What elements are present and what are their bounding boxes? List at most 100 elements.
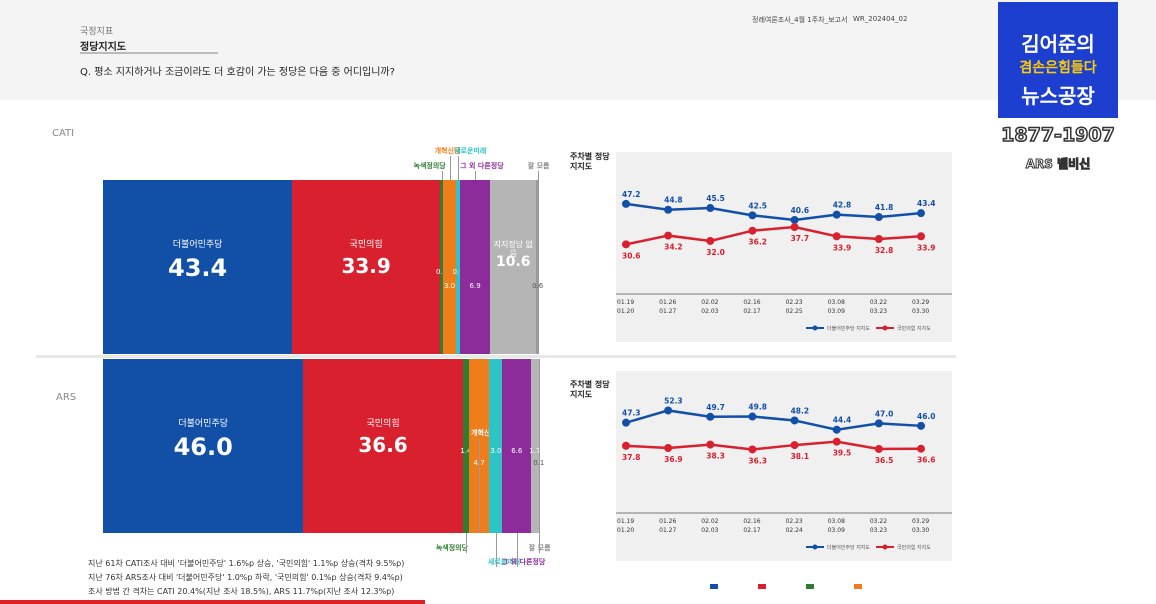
data-label-0: 47.3 [622,409,641,418]
data-label-0: 49.8 [748,403,767,412]
legend-swatch-green [806,584,814,589]
segment-value-minjoo: 46.0 [173,433,233,461]
segment-name-ppp: 국민의힘 [349,240,383,250]
segment-value-ppp: 36.6 [358,433,408,457]
series-point-0 [706,412,715,421]
bar-segment-dk [536,180,539,354]
segment-value-reform: 4.7 [469,459,489,467]
segment-name-minjoo: 더불어민주당 [178,419,229,429]
data-label-1: 32.8 [875,246,894,255]
series-point-0 [748,211,757,220]
data-label-0: 40.6 [791,206,810,215]
x-tick-label: 01.19 [617,518,634,525]
x-tick-label: 01.20 [617,308,634,315]
segment-name-ppp: 국민의힘 [366,419,400,429]
video-progress-bar [0,600,425,604]
series-point-1 [790,223,799,232]
bar-segment-reform [468,359,490,533]
series-point-1 [706,236,715,245]
segment-callout-other: 그 외 다른정당 [501,558,546,566]
x-tick-label: 02.23 [786,299,803,306]
series-line-0 [625,409,922,431]
method-label-ars: ARS [56,392,77,403]
x-tick-label: 03.22 [870,518,887,525]
method-label-cati: CATI [52,128,75,139]
data-label-0: 44.4 [833,416,852,425]
segment-value-minjoo: 43.4 [168,254,228,282]
segment-callout-green: 녹색정의당 [435,544,469,552]
x-tick-label: 03.09 [828,527,845,534]
x-tick-label: 03.23 [870,308,887,315]
series-point-0 [874,419,883,428]
data-label-1: 30.6 [622,251,641,260]
series-point-0 [622,199,630,208]
x-tick-label: 02.02 [701,299,718,306]
data-label-0: 48.2 [791,406,810,415]
data-label-0: 41.8 [875,203,894,212]
series-point-0 [622,418,630,427]
series-point-1 [790,441,799,450]
x-tick-label: 02.16 [743,518,760,525]
report-tag: 정례여론조사_4월 1주차_보고서 [752,16,848,24]
bar-segment-newfuture [456,180,461,354]
legend-marker-1 [882,325,888,331]
bar-segment-other [460,180,491,354]
callout-line-reform [449,156,451,180]
series-point-0 [874,213,883,222]
segment-value-reform: 3.0 [444,282,456,290]
legend-marker-0 [812,325,818,331]
segment-name-minjoo: 더불어민주당 [172,240,223,250]
data-label-1: 36.3 [748,456,767,465]
data-label-1: 38.3 [706,452,725,461]
x-tick-label: 03.08 [828,299,845,306]
callout-line-newfuture [458,156,460,180]
series-point-1 [917,444,925,453]
x-tick-label: 03.08 [828,518,845,525]
section-label: 국정지표 [80,27,114,37]
data-label-0: 46.0 [917,412,936,421]
series-point-1 [832,437,841,446]
bar-segment-newfuture [489,359,503,533]
data-label-0: 47.0 [875,409,894,418]
series-line-1 [625,440,922,451]
callout-line-other [475,171,477,180]
x-tick-label: 02.17 [743,527,760,534]
header-band [0,0,1156,100]
section-divider [36,355,956,358]
data-label-1: 36.6 [917,456,936,465]
x-tick-label: 03.23 [870,527,887,534]
legend-swatch-ppp [758,584,766,589]
data-label-0: 45.5 [706,194,725,203]
x-tick-label: 01.20 [617,527,634,534]
series-point-1 [622,441,630,450]
callout-line-newfuture [495,533,497,567]
data-label-0: 42.5 [748,201,767,210]
data-label-0: 52.3 [664,396,683,405]
line-chart-cati: 47.2 44.8 45.5 42.5 40.6 42.8 41.8 43.4 30.6 34.2… [616,190,952,332]
x-tick-label: 02.16 [743,299,760,306]
callout-line-dk [537,171,539,180]
segment-callout-green: 녹색정의당 [413,162,446,170]
bar-segment-other [502,359,532,533]
data-label-1: 33.9 [833,243,852,252]
segment-callout-newfuture: 새로운미래 [454,147,487,155]
x-tick-label: 02.24 [786,527,803,534]
series-point-1 [664,443,673,452]
bar-segment-ppp [303,359,463,533]
legend-label-0: 더불어민주당 지지도 [827,544,870,551]
x-tick-label: 03.30 [912,527,929,534]
logo-line1: 김어준의 [1021,32,1095,56]
series-point-0 [664,406,673,415]
series-point-1 [706,440,715,449]
x-tick-label: 03.09 [828,308,845,315]
segment-value-newfuture: 3.0 [490,447,502,455]
segment-value-none: 10.6 [495,254,531,270]
summary-note-1: 지난 61차 CATI조사 대비 '더불어민주당' 1.6%p 상승, '국민의… [88,559,405,568]
series-point-1 [664,231,673,240]
section-title: 정당지지도 [80,42,126,53]
trend-title-ars: 주차별 정당지지도 [570,380,610,400]
summary-note-3: 조사 방법 간 격차는 CATI 20.4%(지난 조사 18.5%), ARS… [88,587,395,596]
series-point-0 [917,421,925,430]
series-point-0 [790,215,799,224]
x-tick-label: 02.25 [786,308,803,315]
